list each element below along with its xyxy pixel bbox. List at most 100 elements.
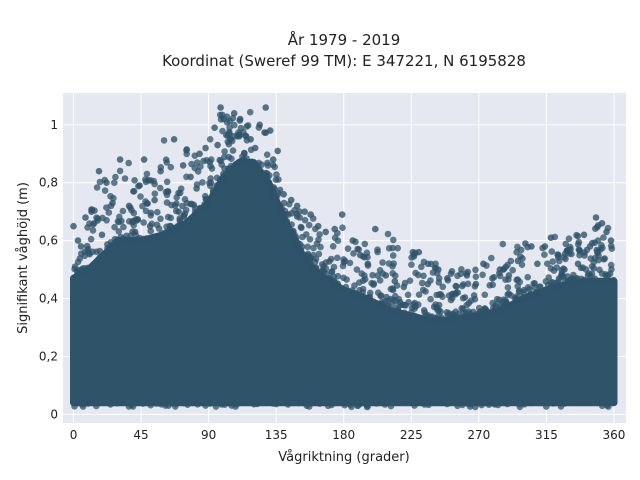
scatter-point — [524, 273, 531, 281]
scatter-point — [269, 156, 277, 163]
scatter-point — [424, 280, 432, 288]
scatter-point — [303, 252, 311, 259]
scatter-point — [414, 399, 421, 406]
scatter-point — [305, 221, 313, 229]
scatter-point — [187, 173, 194, 181]
scatter-point — [541, 251, 548, 258]
scatter-point — [98, 231, 106, 239]
scatter-point — [162, 156, 170, 163]
scatter-point — [268, 187, 276, 194]
scatter-point — [95, 167, 103, 175]
scatter-point — [194, 401, 201, 408]
scatter-point — [289, 228, 297, 236]
scatter-point — [541, 243, 549, 250]
scatter-point — [72, 273, 80, 281]
scatter-point — [322, 228, 330, 236]
scatter-point — [328, 401, 335, 409]
scatter-point — [170, 225, 178, 232]
scatter-point — [192, 210, 200, 218]
scatter-point — [459, 401, 466, 409]
scatter-point — [600, 398, 608, 406]
scatter-point — [550, 399, 558, 407]
scatter-point — [557, 273, 565, 281]
scatter-point — [589, 277, 597, 285]
scatter-point — [120, 223, 127, 231]
scatter-point — [581, 249, 588, 256]
scatter-point — [599, 244, 606, 252]
scatter-point — [318, 261, 326, 268]
scatter-point — [157, 167, 164, 175]
scatter-point — [262, 104, 270, 111]
scatter-point — [129, 219, 136, 226]
scatter-point — [592, 214, 600, 221]
scatter-point — [443, 400, 451, 408]
scatter-point — [71, 263, 79, 270]
scatter-point — [151, 196, 158, 204]
scatter-point — [226, 124, 233, 131]
x-tick-label: 135 — [265, 428, 288, 442]
scatter-point — [607, 237, 615, 244]
scatter-point — [330, 263, 338, 271]
scatter-point — [457, 270, 465, 278]
scatter-point — [103, 217, 110, 224]
scatter-point — [555, 251, 562, 259]
scatter-point — [341, 401, 349, 409]
scatter-point — [560, 253, 568, 261]
scatter-point — [236, 115, 244, 123]
scatter-point — [100, 251, 108, 258]
scatter-point — [522, 240, 529, 247]
scatter-point — [389, 270, 397, 277]
scatter-point — [488, 254, 495, 262]
scatter-point — [373, 400, 380, 407]
y-tick-label: 0 — [50, 407, 58, 421]
scatter-point — [574, 260, 582, 268]
scatter-point — [389, 286, 397, 294]
scatter-point — [425, 401, 432, 409]
y-tick-label: 0,4 — [39, 292, 58, 306]
scatter-point — [529, 291, 536, 299]
scatter-point — [109, 199, 116, 207]
scatter-point — [131, 228, 139, 236]
scatter-point — [230, 110, 238, 117]
scatter-point — [156, 184, 164, 192]
scatter-point — [592, 225, 599, 232]
scatter-point — [584, 272, 592, 279]
scatter-point — [357, 251, 364, 259]
scatter-point — [409, 248, 417, 256]
scatter-point — [116, 167, 124, 175]
scatter-point — [364, 402, 372, 410]
scatter-point — [109, 241, 117, 248]
scatter-point — [507, 257, 515, 265]
scatter-point — [316, 231, 323, 238]
scatter-point — [435, 266, 442, 273]
scatter-point — [394, 244, 402, 252]
scatter-point — [271, 163, 279, 171]
scatter-point — [348, 287, 356, 294]
scatter-point — [153, 400, 160, 407]
scatter-point — [163, 178, 171, 186]
scatter-point — [466, 403, 474, 410]
scatter-point — [454, 402, 461, 410]
scatter-point — [574, 276, 581, 283]
scatter-point — [339, 224, 346, 231]
scatter-point — [213, 174, 221, 182]
scatter-point — [404, 291, 412, 299]
scatter-point — [531, 284, 538, 291]
scatter-point — [241, 150, 248, 157]
scatter-point — [406, 277, 414, 285]
scatter-point — [202, 192, 209, 200]
scatter-point — [82, 214, 89, 221]
scatter-point — [306, 236, 314, 243]
scatter-point — [595, 256, 602, 264]
scatter-point — [405, 298, 412, 306]
scatter-point — [561, 266, 568, 273]
scatter-point — [536, 283, 544, 291]
scatter-point — [199, 179, 206, 186]
scatter-point — [453, 289, 460, 297]
scatter-point — [408, 261, 415, 269]
scatter-point — [96, 178, 104, 186]
scatter-point — [93, 257, 101, 265]
scatter-point — [137, 193, 144, 200]
scatter-point — [131, 177, 138, 184]
